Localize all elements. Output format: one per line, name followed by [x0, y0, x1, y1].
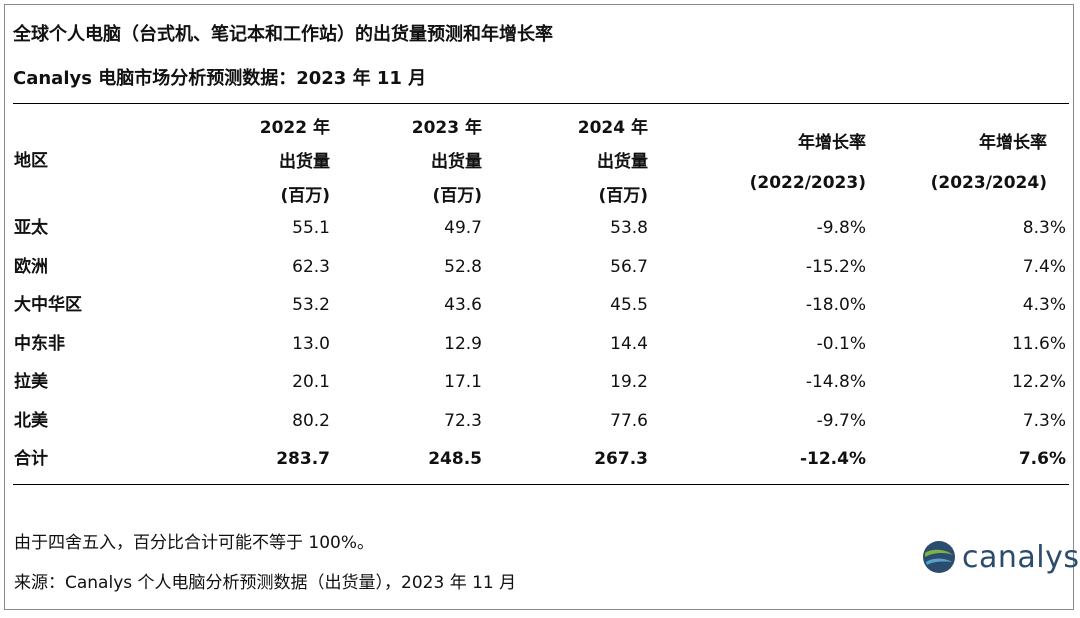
- shipments-2023-cell: 49.7: [444, 218, 482, 238]
- growth-2223-cell: -14.8%: [805, 372, 866, 392]
- header-col-growth-2324: 年增长率 (2023/2024): [931, 123, 1047, 203]
- header-col-growth-2223: 年增长率 (2022/2023): [750, 123, 866, 203]
- header-line: (2022/2023): [749, 173, 866, 193]
- logo-text: canalys: [962, 539, 1080, 575]
- rounding-note: 由于四舍五入，百分比合计可能不等于 100%。: [14, 533, 375, 553]
- growth-2223-cell: -15.2%: [805, 256, 866, 277]
- shipments-2022-cell: 20.1: [292, 372, 330, 392]
- table-frame: [4, 4, 1074, 610]
- table-row: 欧洲 62.3 52.8 56.7 -15.2% 7.4%: [0, 249, 1080, 285]
- shipments-2024-cell: 53.8: [610, 218, 648, 238]
- region-cell: 北美: [14, 410, 48, 431]
- footer-rule: [13, 484, 1069, 485]
- shipments-2022-cell: 62.3: [292, 256, 330, 277]
- table-row: 北美 80.2 72.3 77.6 -9.7% 7.3%: [0, 403, 1080, 439]
- shipments-2022-cell: 55.1: [292, 218, 330, 238]
- header-line: 2022 年: [259, 118, 330, 138]
- table-title: 全球个人电脑（台式机、笔记本和工作站）的出货量预测和年增长率: [13, 24, 553, 45]
- growth-2324-cell: 12.2%: [1011, 372, 1066, 392]
- header-line: 2024 年: [577, 118, 648, 138]
- canalys-logo: canalys: [922, 537, 1080, 577]
- header-col-2022: 2022 年 出货量 (百万): [260, 111, 330, 213]
- growth-2324-cell: 7.3%: [1022, 410, 1066, 431]
- table-row: 拉美 20.1 17.1 19.2 -14.8% 12.2%: [0, 364, 1080, 400]
- shipments-2024-cell: 14.4: [610, 333, 648, 354]
- growth-2324-cell: 7.4%: [1022, 256, 1066, 277]
- growth-2324-cell: 11.6%: [1011, 333, 1066, 354]
- header-region: 地区: [14, 151, 48, 171]
- header-line: 年增长率: [798, 133, 866, 153]
- header-col-2023: 2023 年 出货量 (百万): [412, 111, 482, 213]
- header-col-2024: 2024 年 出货量 (百万): [578, 111, 648, 213]
- header-line: (百万): [598, 186, 648, 206]
- region-cell: 中东非: [14, 333, 65, 354]
- header-line: 出货量: [597, 152, 648, 172]
- shipments-2022-cell: 53.2: [292, 295, 330, 315]
- shipments-2024-cell: 19.2: [610, 372, 648, 392]
- shipments-2023-cell: 72.3: [444, 410, 482, 431]
- header-line: (百万): [432, 186, 482, 206]
- canalys-globe-icon: [923, 541, 955, 573]
- table-subtitle: Canalys 电脑市场分析预测数据：2023 年 11 月: [13, 68, 427, 89]
- table-row: 中东非 13.0 12.9 14.4 -0.1% 11.6%: [0, 326, 1080, 362]
- growth-2223-cell: -9.8%: [816, 218, 866, 238]
- region-cell: 合计: [14, 449, 48, 469]
- growth-2324-cell: 7.6%: [1018, 449, 1066, 469]
- header-line: 年增长率: [979, 133, 1047, 153]
- region-cell: 亚太: [14, 218, 48, 238]
- shipments-2022-cell: 283.7: [276, 449, 330, 469]
- shipments-2023-cell: 17.1: [444, 372, 482, 392]
- header-line: (百万): [280, 186, 330, 206]
- growth-2324-cell: 4.3%: [1022, 295, 1066, 315]
- header-line: 出货量: [431, 152, 482, 172]
- shipments-2024-cell: 267.3: [594, 449, 648, 469]
- shipments-2024-cell: 77.6: [610, 410, 648, 431]
- shipments-2023-cell: 43.6: [444, 295, 482, 315]
- table-row: 大中华区 53.2 43.6 45.5 -18.0% 4.3%: [0, 287, 1080, 323]
- region-cell: 大中华区: [14, 295, 82, 315]
- growth-2223-cell: -0.1%: [816, 333, 866, 354]
- shipments-2023-cell: 12.9: [444, 333, 482, 354]
- header-line: 出货量: [279, 152, 330, 172]
- shipments-2024-cell: 56.7: [610, 256, 648, 277]
- region-cell: 欧洲: [14, 256, 48, 277]
- growth-2223-cell: -12.4%: [799, 449, 866, 469]
- table-total-row: 合计 283.7 248.5 267.3 -12.4% 7.6%: [0, 441, 1080, 477]
- growth-2223-cell: -18.0%: [805, 295, 866, 315]
- growth-2223-cell: -9.7%: [816, 410, 866, 431]
- table-row: 亚太 55.1 49.7 53.8 -9.8% 8.3%: [0, 210, 1080, 246]
- source-note: 来源：Canalys 个人电脑分析预测数据（出货量），2023 年 11 月: [14, 573, 517, 593]
- header-line: 2023 年: [411, 118, 482, 138]
- growth-2324-cell: 8.3%: [1022, 218, 1066, 238]
- shipments-2022-cell: 13.0: [292, 333, 330, 354]
- shipments-2024-cell: 45.5: [610, 295, 648, 315]
- header-line: (2023/2024): [930, 173, 1047, 193]
- header-rule: [13, 103, 1069, 104]
- shipments-2023-cell: 52.8: [444, 256, 482, 277]
- shipments-2023-cell: 248.5: [428, 449, 482, 469]
- shipments-2022-cell: 80.2: [292, 410, 330, 431]
- region-cell: 拉美: [14, 372, 48, 392]
